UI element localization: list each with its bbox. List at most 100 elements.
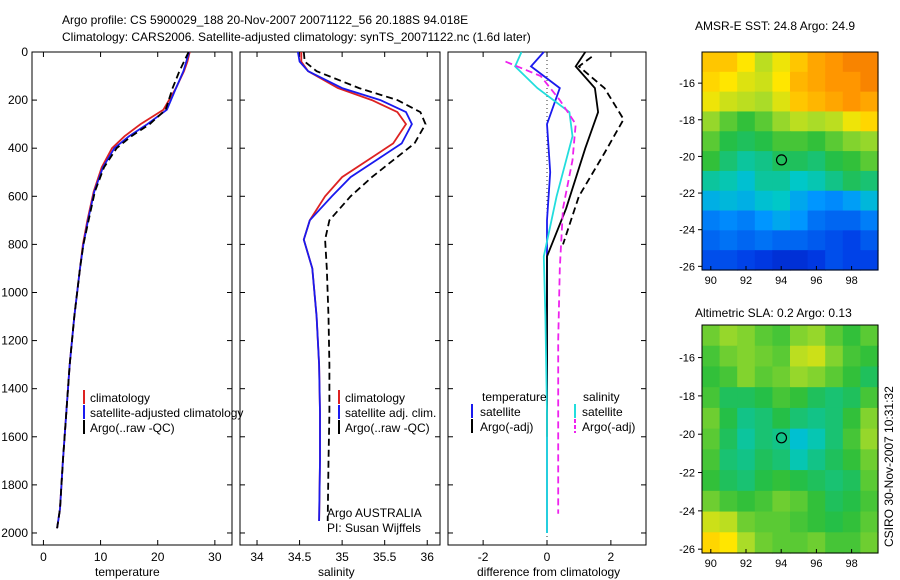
x-tick-label: 0 <box>40 550 47 564</box>
lon-tick-label: 94 <box>775 558 787 570</box>
heatmap-cell <box>842 470 861 492</box>
y-tick-label: 400 <box>8 141 28 155</box>
heatmap-cell <box>807 91 826 113</box>
heatmap-cell <box>842 131 861 152</box>
x-tick-label: 35 <box>335 550 349 564</box>
heatmap-cell <box>842 490 861 513</box>
series-line-satellite-adjusted-climatology <box>56 51 190 529</box>
heatmap-cell <box>754 230 773 251</box>
heatmap-cell <box>842 170 861 192</box>
sla-map-box <box>701 324 879 554</box>
heatmap-cell <box>772 387 791 409</box>
lat-tick-label: -24 <box>679 225 695 237</box>
heatmap-cell <box>702 131 721 152</box>
heatmap-cell <box>737 210 756 231</box>
heatmap-cell <box>702 490 721 513</box>
lon-tick-label: 96 <box>810 275 822 287</box>
heatmap-cell <box>737 470 756 492</box>
heatmap-cell <box>702 366 721 388</box>
heatmap-cell <box>825 532 844 554</box>
heatmap-cell <box>860 190 879 212</box>
heatmap-cell <box>702 71 721 93</box>
difference-depth-ticks <box>448 51 646 534</box>
heatmap-cell <box>790 250 809 271</box>
x-tick-label: -2 <box>478 550 489 564</box>
heatmap-cell <box>702 470 721 492</box>
heatmap-cell <box>737 170 756 192</box>
heatmap-cell <box>772 91 791 113</box>
heatmap-cell <box>842 210 861 231</box>
series-line-salinity-satellite <box>514 51 574 533</box>
legend-label-climatology: climatology <box>90 391 150 405</box>
salinity-lines <box>297 51 427 522</box>
lon-tick-label: 96 <box>810 558 822 570</box>
heatmap-cell <box>737 532 756 554</box>
heatmap-cell <box>737 190 756 212</box>
y-tick-label: 2000 <box>1 526 28 540</box>
heatmap-cell <box>825 71 844 93</box>
temperature-panel: 0 200 400 600 800 1000 1200 1400 1600 1800 2000 0 1… <box>1 45 243 579</box>
heatmap-cell <box>842 52 861 73</box>
header-line-1: Argo profile: CS 5900029_188 20-Nov-2007… <box>62 13 468 27</box>
argo-position-marker <box>775 432 788 444</box>
lat-tick-label: -18 <box>679 391 695 403</box>
heatmap-cell <box>807 449 826 471</box>
heatmap-cell <box>825 407 844 430</box>
sla-lat-ticks: -16 -18 -20 -22 -24 -26 <box>679 353 702 556</box>
salinity-legend: climatology satellite adj. clim. Argo(..… <box>338 390 436 435</box>
heatmap-cell <box>737 91 756 113</box>
heatmap-cell <box>790 387 809 409</box>
heatmap-cell <box>790 230 809 251</box>
sst-heatmap-cells <box>702 52 879 271</box>
heatmap-cell <box>772 131 791 152</box>
heatmap-cell <box>719 250 738 271</box>
heatmap-cell <box>790 131 809 152</box>
difference-panel: -2 0 2 difference from climatology tempera… <box>447 51 647 579</box>
heatmap-cell <box>842 366 861 388</box>
heatmap-cell <box>860 532 879 554</box>
heatmap-cell <box>754 91 773 113</box>
lon-tick-label: 98 <box>845 558 857 570</box>
side-credit-label: CSIRO 30-Nov-2007 10:31:32 <box>882 386 896 547</box>
heatmap-cell <box>772 190 791 212</box>
heatmap-cell <box>790 470 809 492</box>
heatmap-cell <box>807 230 826 251</box>
heatmap-cell <box>825 366 844 388</box>
argo-position-marker <box>775 154 788 166</box>
heatmap-cell <box>825 210 844 231</box>
legend-label-satellite: satellite-adjusted climatology <box>90 406 243 420</box>
sst-lon-ticks: 90 92 94 96 98 <box>705 266 858 287</box>
legend-label-sal-argo: Argo(-adj) <box>582 420 635 434</box>
y-tick-label: 1600 <box>1 430 28 444</box>
heatmap-cell <box>754 532 773 554</box>
lon-tick-label: 94 <box>775 275 787 287</box>
heatmap-cell <box>719 210 738 231</box>
header-line-2: Climatology: CARS2006. Satellite-adjuste… <box>62 30 531 44</box>
heatmap-cell <box>737 428 756 450</box>
lon-tick-label: 92 <box>740 275 752 287</box>
heatmap-cell <box>772 428 791 450</box>
heatmap-cell <box>737 131 756 152</box>
heatmap-cell <box>702 190 721 212</box>
series-line-salinity-argo-adj- <box>505 60 577 514</box>
heatmap-cell <box>790 91 809 113</box>
heatmap-cell <box>825 490 844 513</box>
heatmap-cell <box>860 170 879 192</box>
difference-x-label: difference from climatology <box>477 565 620 579</box>
sst-map-panel: AMSR-E SST: 24.8 Argo: 24.9 90 92 94 96 98 -… <box>679 19 879 287</box>
heatmap-cell <box>842 407 861 430</box>
heatmap-cell <box>860 345 879 368</box>
heatmap-cell <box>702 151 721 172</box>
y-tick-label: 1200 <box>1 334 28 348</box>
heatmap-cell <box>772 151 791 172</box>
heatmap-cell <box>772 345 791 368</box>
heatmap-cell <box>737 111 756 132</box>
heatmap-cell <box>807 387 826 409</box>
heatmap-cell <box>860 230 879 251</box>
heatmap-cell <box>825 131 844 152</box>
heatmap-cell <box>737 345 756 368</box>
heatmap-cell <box>719 71 738 93</box>
heatmap-cell <box>719 490 738 513</box>
depth-axis-ticks: 0 200 400 600 800 1000 1200 1400 1600 1800 2000 <box>1 45 232 540</box>
